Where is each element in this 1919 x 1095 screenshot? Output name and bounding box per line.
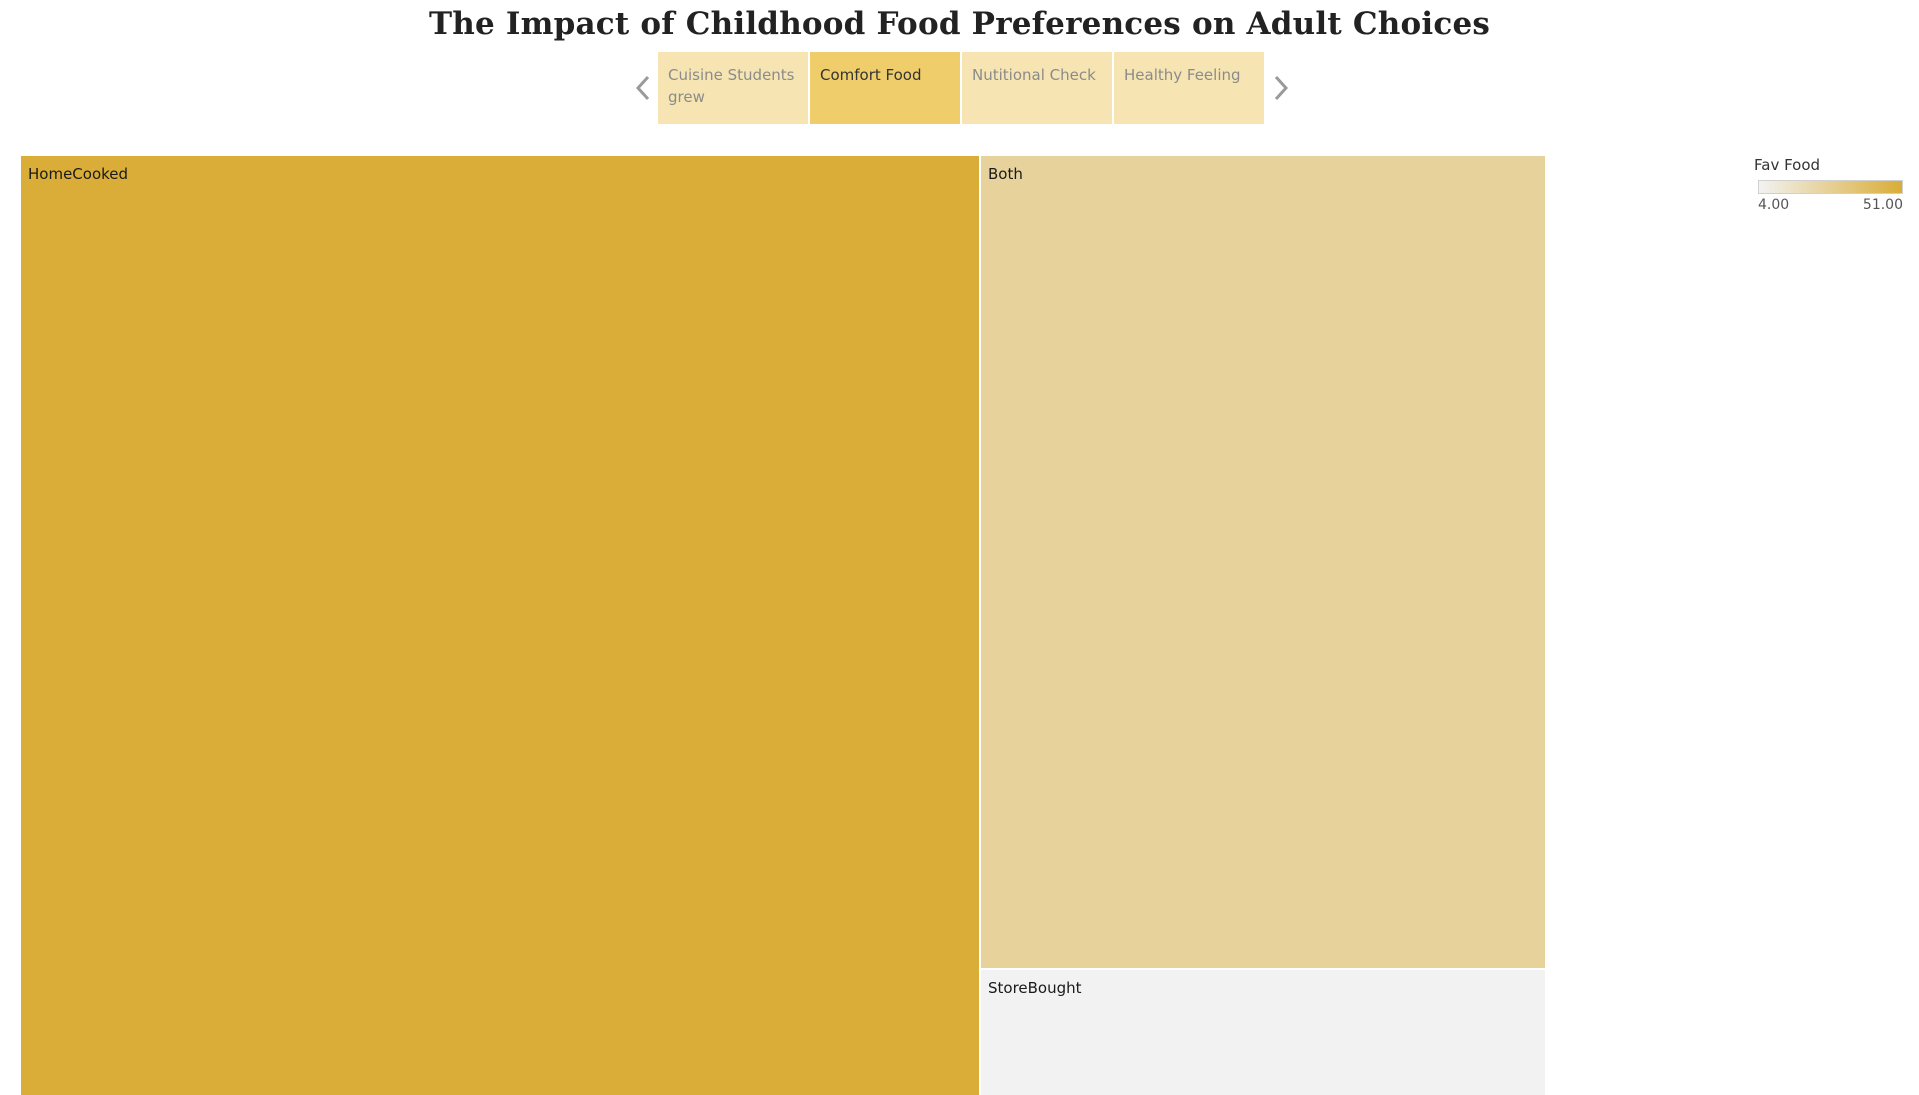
treemap-cell-label: StoreBought <box>988 979 1082 997</box>
tab-comfort-food[interactable]: Comfort Food <box>810 52 960 124</box>
chevron-right-icon[interactable] <box>1266 52 1296 124</box>
treemap-cell-both[interactable]: Both <box>981 156 1545 968</box>
story-navigator: Cuisine Students grew Comfort Food Nutit… <box>628 52 1296 124</box>
treemap-cell-label: Both <box>988 165 1023 183</box>
legend-range: 4.00 51.00 <box>1758 197 1903 213</box>
legend-title: Fav Food <box>1754 156 1821 174</box>
tab-cuisine-students-grew[interactable]: Cuisine Students grew <box>658 52 808 124</box>
treemap-cell-storebought[interactable]: StoreBought <box>981 970 1545 1095</box>
color-legend: Fav Food 4.00 51.00 <box>1754 156 1904 213</box>
tab-healthy-feeling[interactable]: Healthy Feeling <box>1114 52 1264 124</box>
legend-min-label: 4.00 <box>1758 197 1790 213</box>
treemap-chart: HomeCooked Both StoreBought <box>21 156 1545 1095</box>
chevron-left-icon[interactable] <box>628 52 658 124</box>
treemap-cell-homecooked[interactable]: HomeCooked <box>21 156 979 1095</box>
treemap-cell-label: HomeCooked <box>28 165 129 183</box>
legend-gradient <box>1758 180 1903 194</box>
legend-max-label: 51.00 <box>1862 197 1903 213</box>
page-title: The Impact of Childhood Food Preferences… <box>428 6 1491 42</box>
tab-nutitional-check[interactable]: Nutitional Check <box>962 52 1112 124</box>
